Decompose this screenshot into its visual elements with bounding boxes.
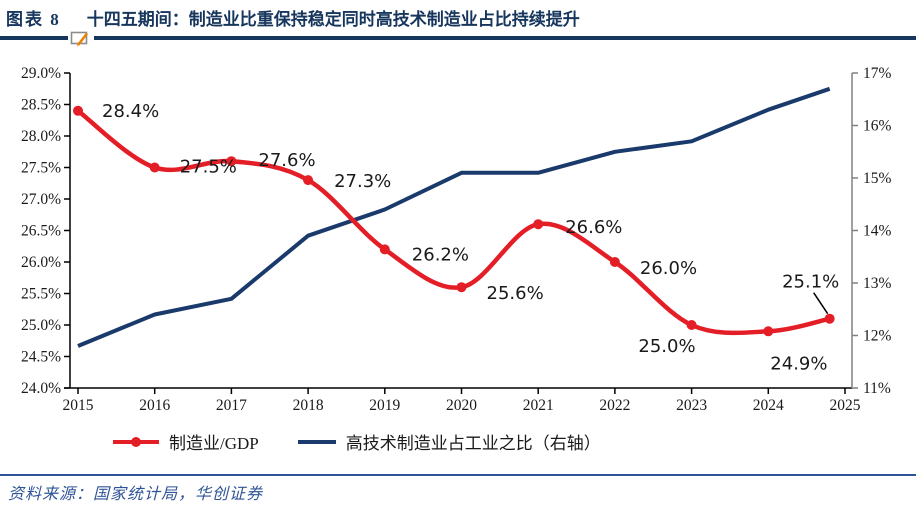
left-axis-label: 29.0% bbox=[21, 65, 61, 82]
x-axis-label: 2016 bbox=[139, 397, 170, 414]
legend-item-hightech-share: 高技术制造业占工业之比（右轴） bbox=[297, 429, 601, 454]
data-point-marker bbox=[73, 105, 83, 116]
legend-label-red: 制造业/GDP bbox=[169, 434, 259, 453]
manufacturing-gdp-line bbox=[75, 108, 832, 336]
source-divider bbox=[0, 474, 916, 476]
navy-line-icon bbox=[297, 439, 336, 444]
hightech-share-line bbox=[77, 86, 831, 348]
label-leader-line bbox=[813, 292, 829, 315]
data-label: 27.6% bbox=[258, 150, 315, 171]
data-point-marker bbox=[533, 219, 544, 230]
data-point-marker bbox=[379, 244, 390, 255]
x-axis-label: 2023 bbox=[676, 397, 707, 414]
data-label: 24.9% bbox=[770, 353, 827, 374]
data-point-marker bbox=[763, 326, 774, 337]
x-axis-label: 2021 bbox=[523, 397, 554, 414]
x-axis-label: 2019 bbox=[369, 397, 400, 414]
left-axis-label: 26.0% bbox=[21, 254, 61, 271]
data-label: 25.0% bbox=[638, 336, 695, 357]
data-label: 26.6% bbox=[565, 217, 622, 238]
data-point-marker bbox=[686, 320, 697, 330]
left-axis-label: 25.0% bbox=[21, 317, 61, 334]
right-axis-label: 16% bbox=[863, 118, 892, 135]
data-label: 26.2% bbox=[412, 244, 469, 265]
source-note: 资料来源：国家统计局，华创证券 bbox=[8, 486, 264, 503]
right-axis-label: 13% bbox=[863, 275, 892, 292]
data-label: 28.4% bbox=[102, 101, 159, 122]
data-point-marker bbox=[609, 257, 620, 267]
data-point-marker bbox=[824, 313, 835, 324]
right-axis-label: 11% bbox=[863, 380, 891, 397]
right-axis-label: 14% bbox=[863, 223, 892, 240]
data-point-marker bbox=[149, 162, 160, 173]
title-divider bbox=[0, 36, 916, 40]
left-axis-label: 26.5% bbox=[21, 223, 61, 240]
data-label: 27.3% bbox=[334, 171, 391, 192]
data-label: 26.0% bbox=[640, 258, 697, 279]
figure-title-text: 十四五期间：制造业比重保持稳定同时高技术制造业占比持续提升 bbox=[86, 10, 580, 29]
data-point-marker bbox=[226, 156, 237, 167]
right-axis-label: 12% bbox=[863, 328, 892, 345]
left-axis-label: 24.5% bbox=[21, 349, 61, 366]
x-axis-label: 2015 bbox=[63, 397, 94, 414]
data-label: 27.5% bbox=[180, 157, 237, 178]
x-axis-label: 2017 bbox=[216, 397, 247, 414]
x-axis-label: 2022 bbox=[599, 397, 630, 414]
left-axis-label: 24.0% bbox=[21, 380, 61, 397]
dual-axis-line-chart: 29.0% 28.5% 28.0% 27.5% 27.0% 26.5% 26.0% 25.5%… bbox=[21, 65, 892, 414]
x-axis-label: 2018 bbox=[293, 397, 324, 414]
chart-legend: 制造业/GDP 高技术制造业占工业之比（右轴） bbox=[112, 429, 601, 454]
chart-title: 图表 8 十四五期间：制造业比重保持稳定同时高技术制造业占比持续提升 bbox=[6, 5, 910, 30]
data-label: 25.6% bbox=[487, 283, 544, 304]
legend-item-manufacturing-gdp: 制造业/GDP bbox=[112, 429, 259, 454]
left-axis-label: 27.5% bbox=[21, 160, 61, 177]
x-axis-label: 2025 bbox=[830, 397, 861, 414]
red-line-marker-icon bbox=[113, 436, 159, 447]
left-axis-label: 28.5% bbox=[21, 97, 61, 114]
x-axis-label: 2024 bbox=[753, 397, 784, 414]
left-axis-label: 25.5% bbox=[21, 286, 61, 303]
right-axis-label: 15% bbox=[863, 170, 892, 187]
annotation-pen-icon bbox=[68, 29, 94, 49]
x-axis-label: 2020 bbox=[446, 397, 477, 414]
data-point-marker bbox=[303, 175, 314, 186]
data-label: 25.1% bbox=[782, 272, 839, 293]
right-axis-label: 17% bbox=[863, 65, 892, 82]
data-point-marker bbox=[456, 282, 467, 293]
figure-label: 图表 8 bbox=[6, 10, 61, 29]
legend-label-navy: 高技术制造业占工业之比（右轴） bbox=[345, 434, 601, 453]
left-axis-label: 27.0% bbox=[21, 191, 61, 208]
left-axis-label: 28.0% bbox=[21, 128, 61, 145]
